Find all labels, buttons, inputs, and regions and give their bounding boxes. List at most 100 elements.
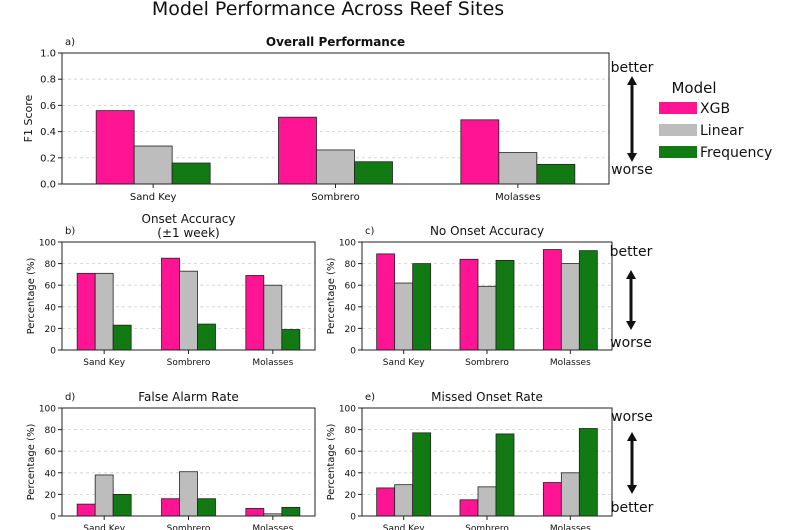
bar-frequency bbox=[412, 263, 432, 351]
chart-title-line: (±1 week) bbox=[157, 226, 219, 240]
arrow-bottom-label: better bbox=[611, 500, 654, 516]
panel-letter: a) bbox=[65, 37, 75, 48]
arrow-head-up bbox=[627, 76, 637, 85]
bar-xgb bbox=[95, 110, 135, 185]
arrow-bottom-label: worse bbox=[611, 162, 653, 178]
y-tick-label: 0 bbox=[50, 513, 56, 523]
plot-frame bbox=[361, 241, 613, 351]
x-tick-label: Sombrero bbox=[311, 192, 360, 203]
bar-frequency bbox=[112, 493, 132, 517]
bar-frequency bbox=[578, 428, 598, 517]
bar-linear bbox=[477, 285, 497, 351]
plot-frame bbox=[361, 407, 613, 517]
y-tick-label: 100 bbox=[39, 239, 56, 249]
chart-title: False Alarm Rate bbox=[138, 390, 239, 404]
x-tick-label: Molasses bbox=[550, 524, 591, 530]
x-tick-label: Sombrero bbox=[465, 524, 509, 530]
y-tick-label: 40 bbox=[45, 303, 57, 313]
chart-title: No Onset Accuracy bbox=[430, 224, 544, 238]
legend: Model XGB Linear Frequency bbox=[659, 79, 772, 161]
bar-frequency bbox=[281, 329, 301, 351]
y-tick-label: 80 bbox=[45, 426, 57, 436]
y-axis-label: F1 Score bbox=[22, 94, 35, 142]
bar-xgb bbox=[459, 499, 479, 517]
chart-title: Onset Accuracy (±1 week) bbox=[142, 212, 236, 240]
bar-frequency bbox=[197, 498, 216, 517]
x-tick-label: Molasses bbox=[252, 358, 293, 368]
legend-label: Linear bbox=[700, 123, 744, 139]
panel-letter: d) bbox=[65, 392, 75, 403]
legend-swatch bbox=[659, 124, 697, 136]
plot-frame bbox=[61, 52, 610, 185]
bar-frequency bbox=[197, 323, 216, 351]
legend-label: Frequency bbox=[700, 145, 772, 161]
y-axis-label: Percentage (%) bbox=[26, 258, 37, 335]
bar-xgb bbox=[76, 503, 96, 517]
arrow-head-down bbox=[627, 485, 637, 494]
x-tick-label: Molasses bbox=[550, 358, 591, 368]
plot-frame bbox=[61, 407, 316, 517]
y-tick-label: 0.2 bbox=[40, 153, 56, 164]
bar-frequency bbox=[578, 250, 598, 351]
y-tick-label: 80 bbox=[45, 260, 57, 270]
bar-linear bbox=[316, 149, 355, 185]
bar-linear bbox=[133, 145, 173, 185]
y-tick-label: 40 bbox=[345, 469, 357, 479]
bar-xgb bbox=[161, 498, 180, 517]
panel-letter: c) bbox=[365, 226, 374, 237]
y-tick-label: 60 bbox=[345, 448, 357, 458]
y-tick-label: 100 bbox=[339, 405, 356, 415]
y-tick-label: 0 bbox=[50, 347, 56, 357]
chart-panel-5: 0 20 40 60 80 100 Sand Key Sombrero Molasses Perc… bbox=[326, 390, 613, 530]
bar-frequency bbox=[171, 162, 211, 185]
bar-linear bbox=[263, 284, 283, 351]
y-axis-label: Percentage (%) bbox=[26, 424, 37, 501]
arrow-head-up bbox=[627, 432, 637, 441]
y-tick-label: 100 bbox=[339, 239, 356, 249]
y-tick-label: 0.6 bbox=[40, 101, 56, 112]
arrow-head-down bbox=[627, 153, 637, 162]
arrow-head-down bbox=[626, 321, 636, 330]
bar-frequency bbox=[412, 432, 432, 517]
y-axis-label: Percentage (%) bbox=[326, 424, 337, 501]
arrow-top-label: better bbox=[610, 244, 653, 260]
y-tick-label: 40 bbox=[345, 303, 357, 313]
bar-linear bbox=[94, 272, 114, 351]
panels: 0.0 0.2 0.4 0.6 0.8 1.0 Sand Key Sombrero Molass… bbox=[22, 35, 613, 530]
arrow-top-label: better bbox=[611, 60, 654, 76]
bar-linear bbox=[394, 282, 414, 351]
y-tick-label: 80 bbox=[345, 426, 357, 436]
arrow-bottom-label: worse bbox=[610, 335, 652, 351]
panel-letter: e) bbox=[365, 392, 375, 403]
bar-linear bbox=[560, 472, 580, 517]
bar-frequency bbox=[495, 433, 515, 517]
bar-frequency bbox=[281, 506, 301, 517]
x-tick-label: Sombrero bbox=[167, 524, 211, 530]
chart-panel-1: 0.0 0.2 0.4 0.6 0.8 1.0 Sand Key Sombrero Molass… bbox=[22, 35, 610, 203]
y-tick-label: 60 bbox=[45, 282, 57, 292]
y-tick-label: 40 bbox=[45, 469, 57, 479]
bar-xgb bbox=[376, 253, 396, 351]
y-tick-label: 20 bbox=[45, 491, 57, 501]
x-tick-label: Sand Key bbox=[83, 358, 125, 368]
arrows: better worse better worse worse better bbox=[610, 60, 654, 516]
legend-swatch bbox=[659, 146, 697, 158]
chart-title: Missed Onset Rate bbox=[431, 390, 543, 404]
bar-frequency bbox=[354, 161, 393, 185]
y-tick-label: 100 bbox=[39, 405, 56, 415]
y-tick-label: 0 bbox=[350, 513, 356, 523]
legend-label: XGB bbox=[700, 101, 730, 117]
x-tick-label: Molasses bbox=[252, 524, 293, 530]
bar-xgb bbox=[376, 487, 396, 517]
chart-title-line: Onset Accuracy bbox=[142, 212, 236, 226]
arrow-group: worse better bbox=[611, 409, 654, 516]
y-tick-label: 80 bbox=[345, 260, 357, 270]
arrow-group: better worse bbox=[610, 244, 653, 351]
panel-letter: b) bbox=[65, 226, 75, 237]
y-tick-label: 60 bbox=[45, 448, 57, 458]
bar-xgb bbox=[76, 272, 96, 351]
bar-frequency bbox=[536, 163, 576, 185]
y-tick-label: 20 bbox=[345, 325, 357, 335]
y-tick-label: 0.8 bbox=[40, 75, 56, 86]
